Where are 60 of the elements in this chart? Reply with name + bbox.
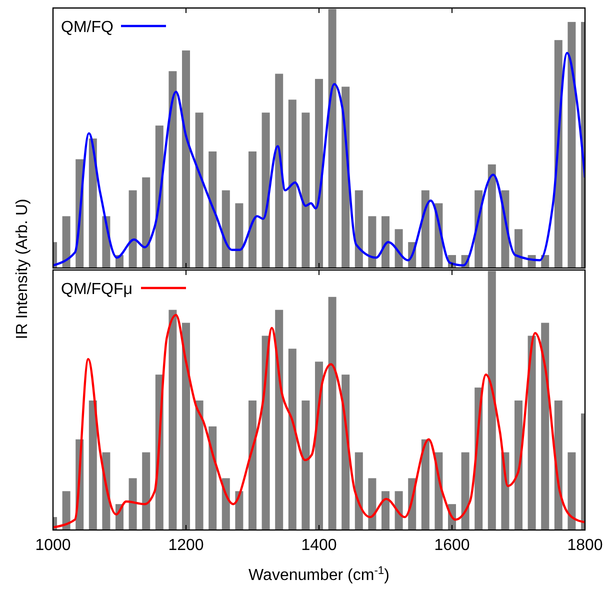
bar: [142, 452, 150, 530]
x-axis-title: Wavenumber (cm$^{-1}$): [248, 565, 390, 584]
bar: [235, 491, 244, 530]
bar: [368, 216, 376, 268]
bar: [488, 164, 496, 268]
bar: [302, 112, 310, 268]
legend-label: QM/FQ: [61, 19, 114, 36]
x-tick-label: 1000: [35, 537, 71, 554]
bar: [568, 22, 576, 268]
y-axis-title: IR Intensity (Arb. U): [14, 198, 31, 340]
bar: [288, 100, 296, 268]
bar: [248, 400, 256, 530]
bar: [128, 190, 137, 268]
bar: [262, 112, 270, 268]
bar: [128, 478, 137, 530]
bar: [168, 310, 177, 530]
bar: [541, 322, 550, 530]
bar: [382, 216, 390, 268]
bar: [195, 400, 204, 530]
bar: [248, 151, 256, 268]
bar: [315, 362, 323, 530]
bar: [421, 439, 430, 530]
bar: [461, 452, 470, 530]
bar: [195, 112, 204, 268]
bar: [222, 190, 230, 268]
bar: [328, 296, 336, 530]
bar: [394, 229, 403, 268]
bar: [208, 151, 217, 268]
bar: [208, 426, 217, 530]
bar: [514, 400, 522, 530]
bar: [568, 452, 576, 530]
x-tick-label: 1400: [301, 537, 337, 554]
bar: [421, 190, 430, 268]
bar: [288, 348, 296, 530]
bar: [382, 491, 390, 530]
bar: [315, 78, 323, 268]
bar: [88, 400, 97, 530]
bar: [182, 50, 190, 268]
bar: [62, 491, 70, 530]
bar: [328, 9, 336, 268]
x-tick-label: 1800: [567, 537, 603, 554]
bar: [275, 74, 284, 268]
bar: [302, 400, 310, 530]
x-tick-label: 1600: [434, 537, 470, 554]
legend-label: QM/FQFμ: [61, 281, 132, 298]
bar: [488, 271, 496, 530]
bar: [514, 229, 522, 268]
bar: [368, 478, 376, 530]
bar: [62, 216, 70, 268]
bar: [354, 452, 363, 530]
bar: [88, 138, 97, 268]
bar: [182, 322, 190, 530]
bar: [354, 190, 363, 268]
bar: [142, 177, 150, 268]
bar: [275, 310, 284, 530]
x-tick-label: 1200: [168, 537, 204, 554]
bar: [235, 203, 244, 268]
bar: [168, 71, 177, 268]
bar: [394, 491, 403, 530]
bar: [528, 336, 536, 530]
